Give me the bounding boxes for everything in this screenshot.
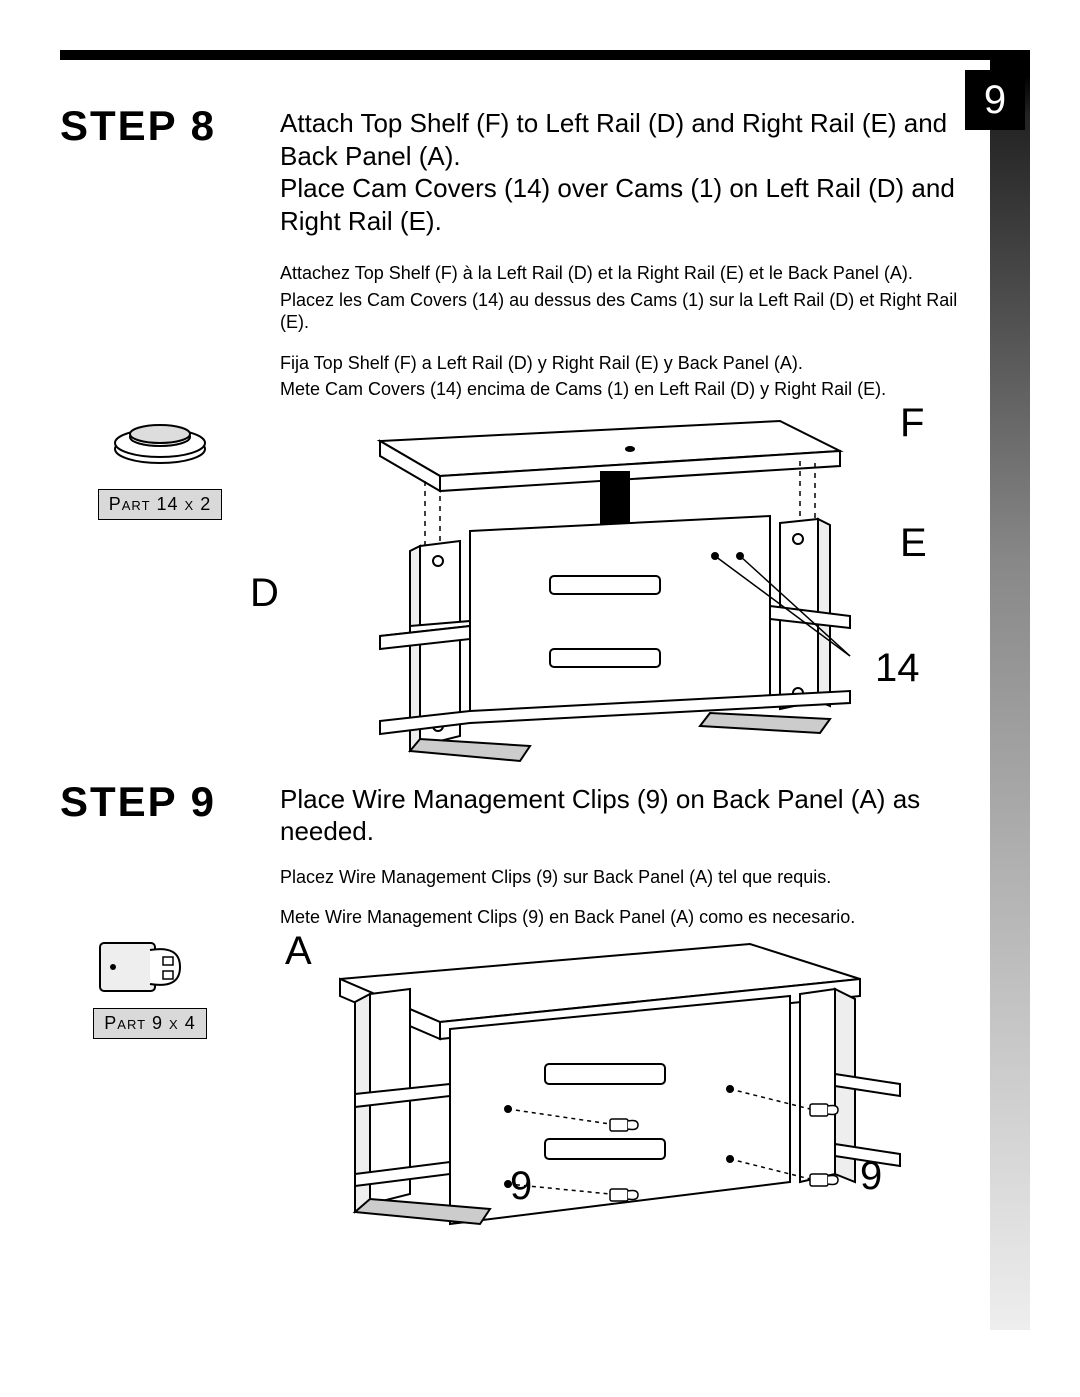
- label-F: F: [900, 401, 924, 446]
- part14-area: Part 14 x 2: [60, 421, 260, 520]
- cam-cover-icon: [100, 421, 220, 481]
- part14-label: Part 14 x 2: [98, 489, 222, 520]
- label-9-right: 9: [860, 1154, 882, 1199]
- step8-text-en: Attach Top Shelf (F) to Left Rail (D) an…: [280, 107, 970, 237]
- label-D: D: [250, 571, 279, 616]
- step8-svg: [320, 401, 880, 771]
- step9-svg: [300, 924, 920, 1244]
- step9-label: STEP 9: [60, 781, 280, 823]
- step8-text-es-1: Fija Top Shelf (F) a Left Rail (D) y Rig…: [280, 352, 970, 375]
- step8-row: STEP 8 Attach Top Shelf (F) to Left Rail…: [60, 105, 970, 237]
- page-content: STEP 8 Attach Top Shelf (F) to Left Rail…: [60, 105, 970, 1249]
- top-bar: [60, 50, 1020, 60]
- step8-diagram: Part 14 x 2: [60, 411, 970, 781]
- step9-row: STEP 9 Place Wire Management Clips (9) o…: [60, 781, 970, 848]
- step8-label: STEP 8: [60, 105, 280, 147]
- label-14: 14: [875, 646, 920, 691]
- step8-text-es-2: Mete Cam Covers (14) encima de Cams (1) …: [280, 378, 970, 401]
- step8-subtext: Attachez Top Shelf (F) à la Left Rail (D…: [280, 262, 970, 401]
- page-number: 9: [965, 70, 1025, 130]
- step9-diagram: A: [60, 939, 970, 1249]
- right-gradient-bar: [990, 50, 1030, 1330]
- step8-text-fr-2: Placez les Cam Covers (14) au dessus des…: [280, 289, 970, 334]
- page: 9 STEP 8 Attach Top Shelf (F) to Left Ra…: [0, 0, 1080, 1397]
- label-E: E: [900, 521, 927, 566]
- step9-text-fr: Placez Wire Management Clips (9) sur Bac…: [280, 866, 970, 889]
- step9-text-en: Place Wire Management Clips (9) on Back …: [280, 783, 970, 848]
- label-9-left: 9: [510, 1164, 532, 1209]
- step9-subtext: Placez Wire Management Clips (9) sur Bac…: [280, 866, 970, 929]
- step8-text-fr-1: Attachez Top Shelf (F) à la Left Rail (D…: [280, 262, 970, 285]
